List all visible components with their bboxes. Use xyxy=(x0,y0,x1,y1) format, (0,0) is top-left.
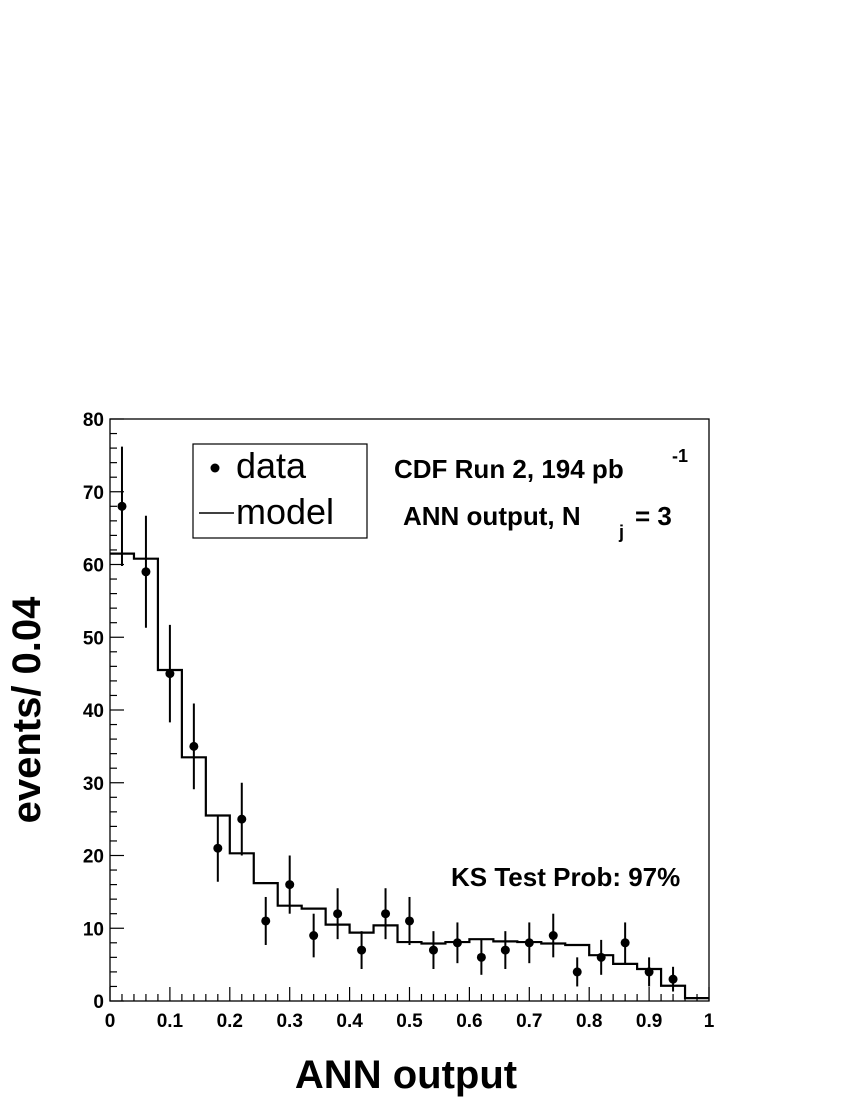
x-tick-label: 0.8 xyxy=(576,1011,602,1032)
data-point xyxy=(524,938,534,948)
legend-box xyxy=(192,443,368,539)
data-point xyxy=(452,938,462,948)
annotation-selection-tail: = 3 xyxy=(635,501,672,531)
data-point xyxy=(620,938,630,948)
y-tick-labels: 0 10 20 30 40 50 60 70 80 xyxy=(83,410,104,1013)
data-point xyxy=(596,952,606,962)
data-point xyxy=(476,952,486,962)
x-tick-label: 0 xyxy=(105,1011,116,1032)
data-point xyxy=(285,880,295,890)
annotation-run-info-superscript: -1 xyxy=(672,446,688,466)
y-tick-label: 50 xyxy=(83,628,104,649)
annotation-selection-subscript: j xyxy=(618,522,624,542)
y-tick-label: 0 xyxy=(93,992,104,1013)
data-point xyxy=(644,967,654,977)
y-tick-label: 10 xyxy=(83,919,104,940)
data-point xyxy=(213,843,223,853)
y-tick-label: 40 xyxy=(83,701,104,722)
data-point xyxy=(381,909,391,919)
annotation-ks-test: KS Test Prob: 97% xyxy=(451,862,680,892)
y-tick-label: 70 xyxy=(83,483,104,504)
y-tick-label: 80 xyxy=(83,410,104,431)
x-tick-labels: 0 0.1 0.2 0.3 0.4 0.5 0.6 0.7 0.8 0.9 1 xyxy=(105,1011,715,1032)
legend-data-marker xyxy=(210,463,220,473)
data-point xyxy=(572,967,582,977)
y-tick-label: 60 xyxy=(83,556,104,577)
data-point xyxy=(500,945,510,955)
data-point xyxy=(261,916,271,926)
y-axis-title: events/ 0.04 xyxy=(5,596,49,824)
data-point xyxy=(428,945,438,955)
x-axis-title: ANN output xyxy=(295,1053,517,1097)
annotation-selection: ANN output, N xyxy=(403,501,581,531)
x-tick-label: 0.9 xyxy=(636,1011,662,1032)
data-point xyxy=(405,916,414,926)
data-point xyxy=(548,931,558,941)
data-point xyxy=(141,567,151,577)
x-tick-label: 0.3 xyxy=(276,1011,302,1032)
x-tick-label: 0.4 xyxy=(336,1011,363,1032)
data-point xyxy=(357,945,367,955)
x-tick-label: 0.1 xyxy=(157,1011,184,1032)
data-point xyxy=(117,501,127,511)
annotation-run-info: CDF Run 2, 194 pb xyxy=(394,454,624,484)
x-tick-label: 0.7 xyxy=(516,1011,542,1032)
data-point xyxy=(237,814,247,824)
annotation-block: CDF Run 2, 194 pb -1 ANN output, N j = 3… xyxy=(394,446,688,892)
x-tick-label: 0.2 xyxy=(217,1011,243,1032)
x-tick-label: 0.5 xyxy=(396,1011,423,1032)
data-points xyxy=(117,446,678,992)
y-tick-label: 20 xyxy=(83,847,104,868)
data-point xyxy=(165,669,175,679)
data-point xyxy=(309,931,319,941)
data-point xyxy=(668,974,678,984)
data-point xyxy=(189,741,199,751)
legend-model-label: model xyxy=(236,491,334,532)
legend: data model xyxy=(192,443,368,539)
axis-ticks xyxy=(109,418,710,1002)
x-tick-label: 1 xyxy=(704,1011,715,1032)
x-tick-label: 0.6 xyxy=(456,1011,482,1032)
y-tick-label: 30 xyxy=(83,774,104,795)
data-point xyxy=(333,909,343,919)
legend-data-label: data xyxy=(236,445,307,486)
